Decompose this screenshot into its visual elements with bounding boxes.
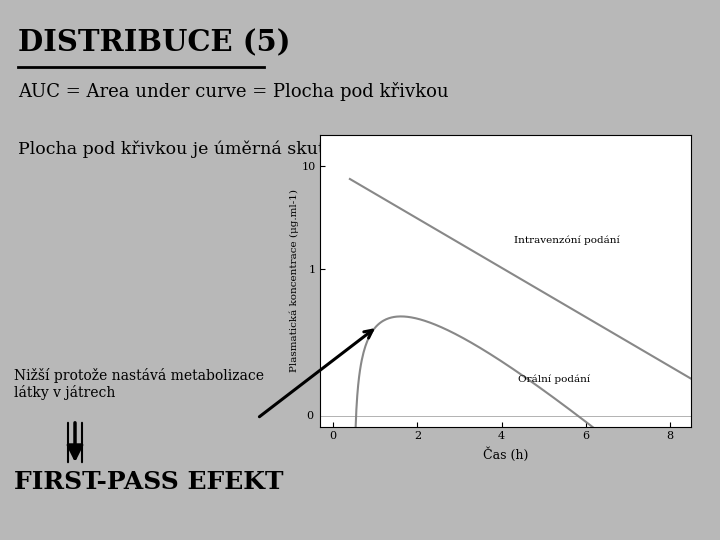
X-axis label: Čas (h): Čas (h): [483, 447, 528, 462]
Text: Plocha pod křivkou je úměrná skutečně resorbovanému množství látky.: Plocha pod křivkou je úměrná skutečně re…: [18, 140, 645, 158]
Text: FIRST-PASS EFEKT: FIRST-PASS EFEKT: [14, 470, 284, 494]
Text: Orální podání: Orální podání: [518, 374, 590, 383]
Text: 0: 0: [306, 411, 313, 421]
Text: Intravenzóní podání: Intravenzóní podání: [514, 235, 620, 245]
Y-axis label: Plasmatická koncentrace (μg.ml-1): Plasmatická koncentrace (μg.ml-1): [289, 190, 299, 372]
Text: DISTRIBUCE (5): DISTRIBUCE (5): [18, 28, 290, 57]
Text: AUC = Area under curve = Plocha pod křivkou: AUC = Area under curve = Plocha pod křiv…: [18, 82, 449, 101]
Text: Nižší protože nastává metabolizace
látky v játrech: Nižší protože nastává metabolizace látky…: [14, 368, 264, 400]
